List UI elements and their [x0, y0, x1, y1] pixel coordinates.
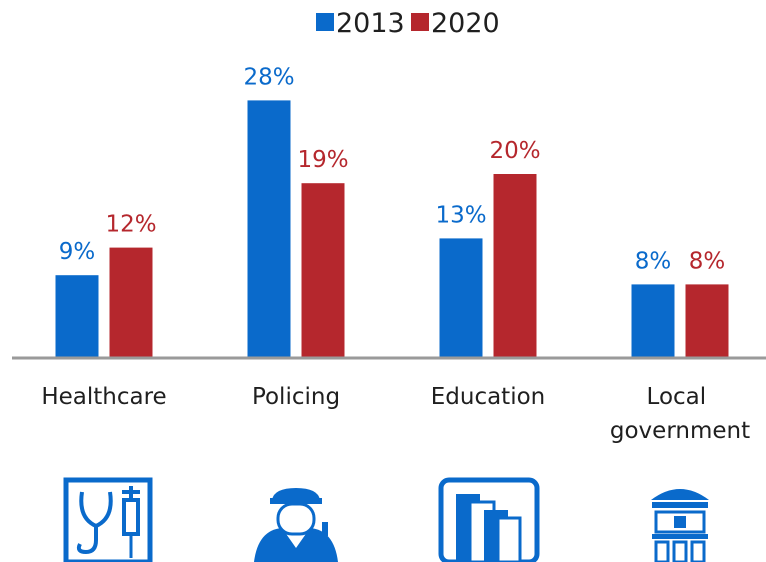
category-label-local-government-line1: Local	[647, 384, 707, 410]
stethoscope-syringe-icon	[63, 477, 153, 562]
legend-label-2020: 2020	[431, 8, 500, 39]
bar-policing-2013	[247, 100, 291, 359]
bar-education-2013	[439, 238, 483, 358]
category-labels: Healthcare Policing Education Local gove…	[41, 384, 750, 444]
value-label-healthcare-2020: 12%	[105, 212, 156, 238]
bar-policing-2020	[301, 183, 345, 358]
police-officer-icon	[254, 488, 338, 562]
value-labels: 9% 12% 28% 19% 13% 20% 8% 8%	[59, 64, 726, 274]
legend-label-2013: 2013	[336, 8, 405, 39]
value-label-policing-2013: 28%	[243, 64, 294, 90]
value-label-local-government-2013: 8%	[635, 248, 672, 274]
legend: 2013 2020	[316, 8, 500, 39]
category-label-local-government: Local government	[610, 384, 750, 444]
category-label-healthcare: Healthcare	[41, 384, 166, 410]
legend-swatch-2013	[316, 13, 334, 31]
books-icon	[438, 477, 540, 562]
category-label-policing: Policing	[252, 384, 340, 410]
category-label-local-government-line2: government	[610, 418, 750, 444]
bar-healthcare-2013	[55, 275, 99, 358]
value-label-education-2020: 20%	[489, 138, 540, 164]
value-label-policing-2020: 19%	[297, 147, 348, 173]
bar-healthcare-2020	[109, 247, 153, 358]
category-label-education: Education	[431, 384, 546, 410]
value-label-education-2013: 13%	[435, 202, 486, 228]
legend-swatch-2020	[411, 13, 429, 31]
bars	[55, 100, 729, 359]
value-label-healthcare-2013: 9%	[59, 239, 96, 265]
town-hall-icon	[651, 489, 709, 562]
bar-local-government-2020	[685, 284, 729, 358]
bar-education-2020	[493, 174, 537, 358]
bar-local-government-2013	[631, 284, 675, 358]
value-label-local-government-2020: 8%	[689, 248, 726, 274]
